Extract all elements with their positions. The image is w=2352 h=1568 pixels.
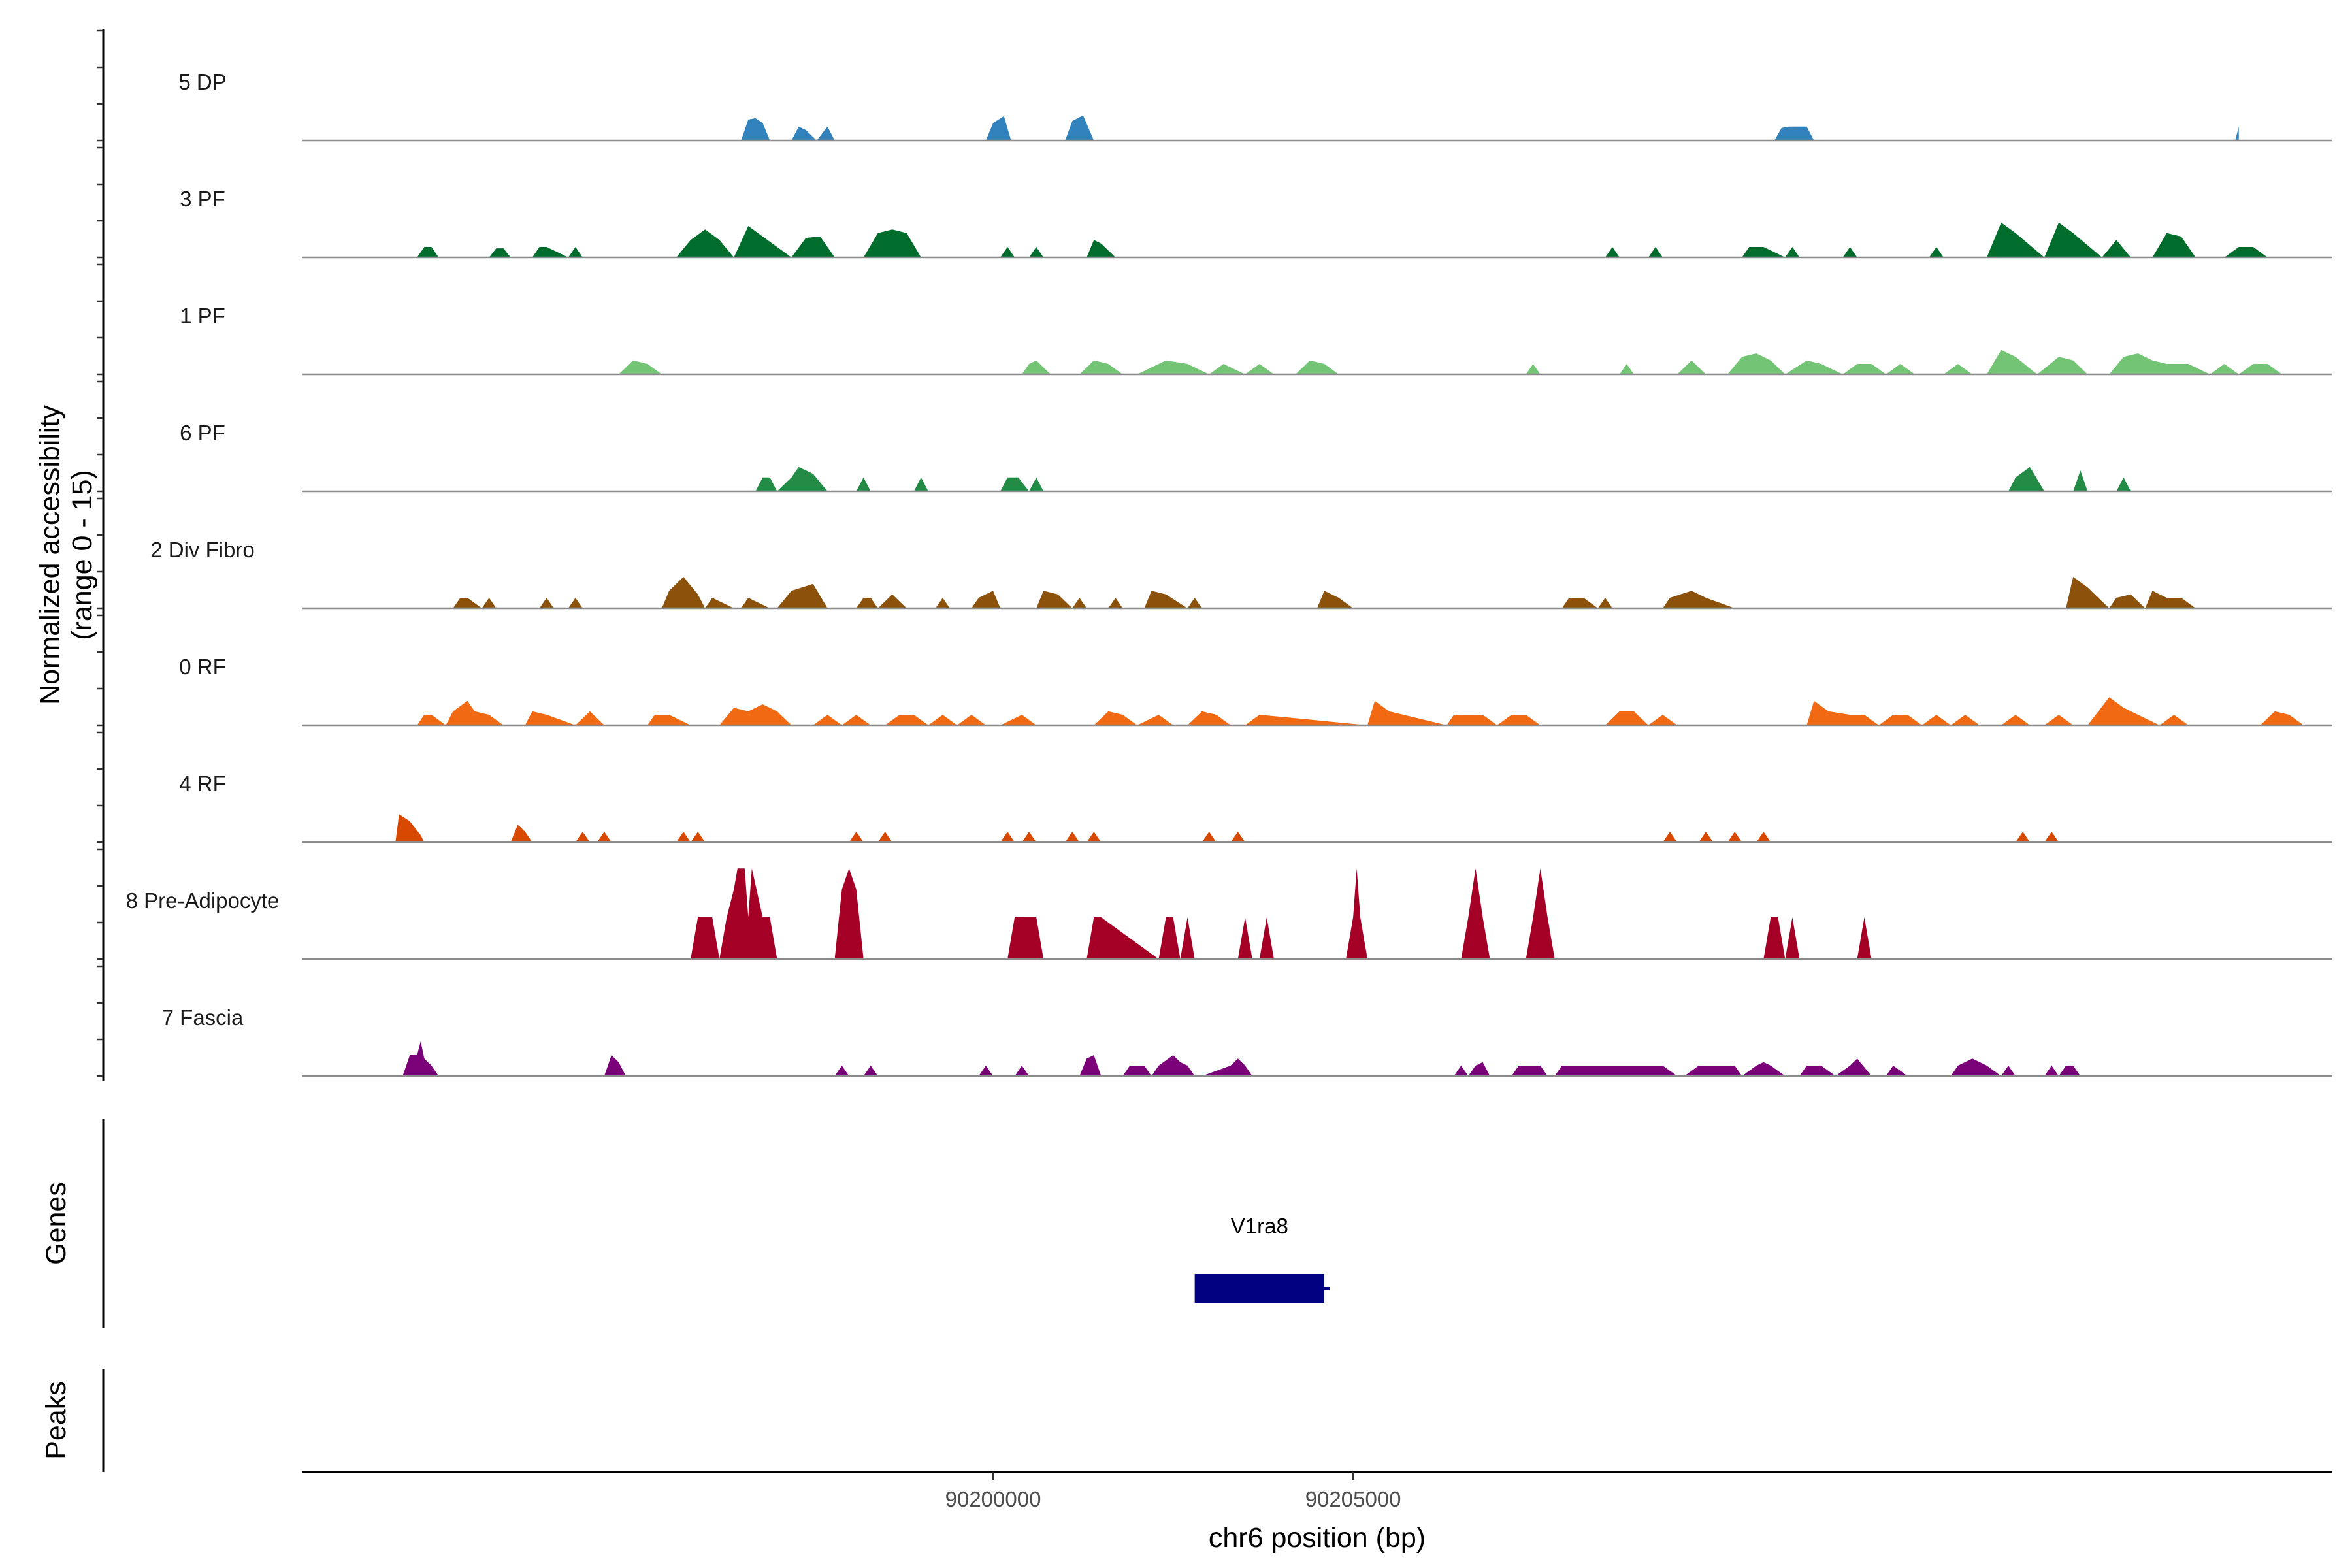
y-axis-title-line: (range 0 - 15) — [67, 470, 98, 640]
track-area-5-dp — [741, 115, 2239, 140]
coverage-tracks: 5 DP 3 PF 1 PF 6 PF 2 Div Fibro 0 RF 4 RF 8 Pre… — [126, 70, 2332, 1077]
track-area-8-pre-adipocyte — [691, 868, 1872, 959]
track-label-4-rf: 4 RF — [179, 772, 226, 796]
track-label-8-pre-adipocyte: 8 Pre-Adipocyte — [126, 889, 280, 913]
track-2-div-fibro: 2 Div Fibro — [150, 538, 2332, 610]
x-tick-label: 90200000 — [945, 1487, 1041, 1511]
peaks-panel-title: Peaks — [41, 1381, 72, 1460]
track-area-0-rf — [417, 697, 2304, 725]
track-8-pre-adipocyte: 8 Pre-Adipocyte — [126, 868, 2332, 960]
y-axis-title: Normalized accessibility(range 0 - 15) — [35, 405, 98, 705]
axes: Normalized accessibility(range 0 - 15) Pe… — [35, 29, 2332, 1554]
gene-label-v1ra8: V1ra8 — [1231, 1214, 1288, 1238]
track-5-dp: 5 DP — [178, 70, 2332, 142]
x-axis-title: chr6 position (bp) — [1209, 1522, 1426, 1554]
track-label-5-dp: 5 DP — [178, 70, 226, 94]
track-area-7-fascia — [402, 1041, 2081, 1076]
track-label-3-pf: 3 PF — [180, 187, 225, 211]
track-area-3-pf — [417, 222, 2268, 257]
track-label-0-rf: 0 RF — [179, 655, 226, 679]
track-area-1-pf — [618, 350, 2282, 374]
track-label-7-fascia: 7 Fascia — [162, 1005, 244, 1030]
gene-body-v1ra8 — [1194, 1274, 1325, 1303]
gene-track: Genes V1ra8 — [41, 1182, 1330, 1303]
track-6-pf: 6 PF — [180, 421, 2332, 493]
y-axis-title-line: Normalized accessibility — [35, 405, 66, 705]
track-label-6-pf: 6 PF — [180, 421, 225, 445]
track-7-fascia: 7 Fascia — [162, 1005, 2332, 1077]
track-area-4-rf — [395, 814, 2059, 842]
track-label-2-div-fibro: 2 Div Fibro — [150, 538, 255, 562]
track-1-pf: 1 PF — [180, 304, 2332, 376]
track-label-1-pf: 1 PF — [180, 304, 225, 328]
track-3-pf: 3 PF — [180, 187, 2332, 259]
genes-panel-title: Genes — [41, 1182, 72, 1265]
track-4-rf: 4 RF — [179, 772, 2332, 843]
track-0-rf: 0 RF — [179, 655, 2332, 727]
track-area-2-div-fibro — [453, 577, 2196, 608]
track-area-6-pf — [755, 466, 2131, 491]
x-tick-label: 90205000 — [1305, 1487, 1401, 1511]
